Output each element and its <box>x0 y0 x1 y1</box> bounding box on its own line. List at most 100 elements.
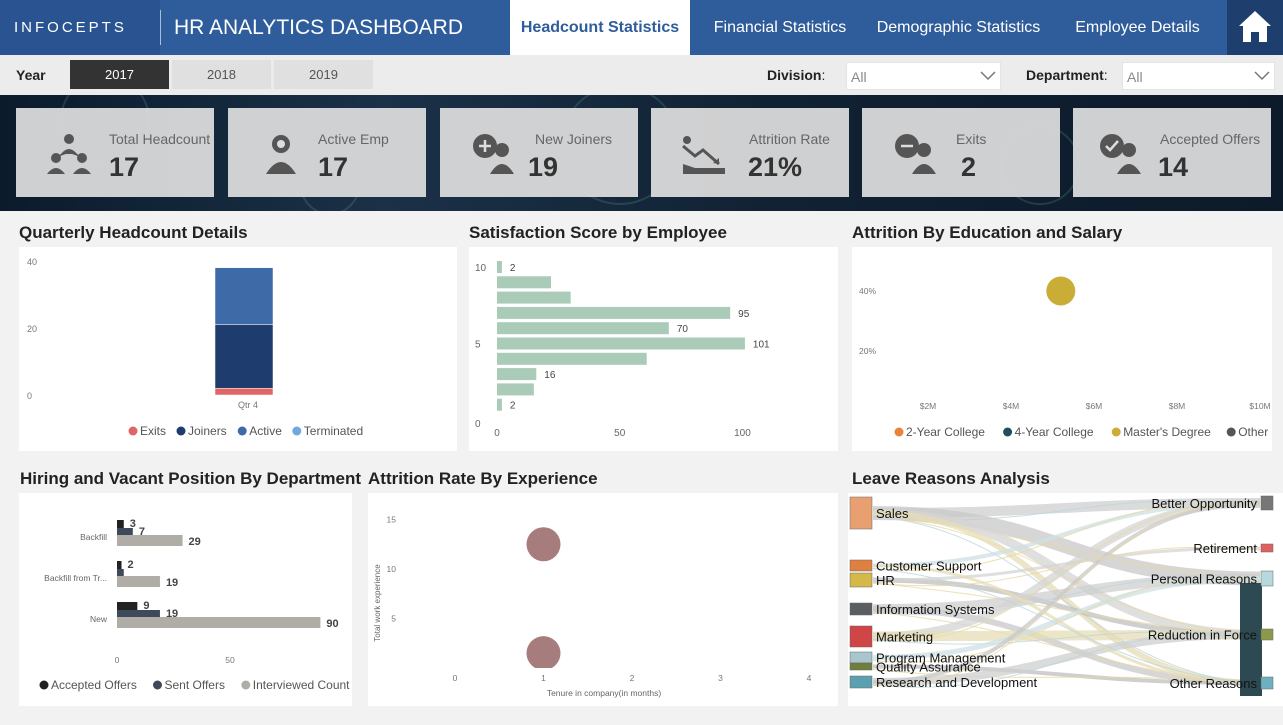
sankey-source-node <box>849 651 873 664</box>
x-tick-label: 50 <box>225 655 235 665</box>
tab-financial-statistics[interactable]: Financial Statistics <box>713 19 847 36</box>
bar-data-label: 9 <box>143 600 149 612</box>
sankey-source-label: Quality Assurance <box>876 660 981 675</box>
x-tick-label: $2M <box>920 401 937 411</box>
kpi-value: 14 <box>1158 152 1189 182</box>
kpi-card-accepted-offers: Accepted Offers 14 <box>1073 108 1271 197</box>
bar-data-label: 19 <box>166 577 178 589</box>
bar-data-label: 16 <box>544 370 556 381</box>
sankey-source-node <box>849 675 873 689</box>
legend-marker <box>39 680 49 690</box>
satisfaction-bar <box>497 368 537 381</box>
x-tick-label: 2 <box>630 673 635 683</box>
sankey-flow <box>872 664 1261 685</box>
year-button-2019[interactable]: 2019 <box>274 60 373 89</box>
filter-bar: Year 2017 2018 2019 Division: All Depart… <box>0 55 1283 95</box>
sankey-flow <box>872 501 1261 684</box>
attrition-education-svg: 40% 20% $2M $4M $6M $8M $10M 2-Year College 4-Ye… <box>859 276 1271 439</box>
division-value: All <box>851 69 867 85</box>
y-tick-label: 15 <box>387 515 397 525</box>
legend-marker <box>1003 427 1013 437</box>
sankey-flow <box>872 564 1261 685</box>
sankey-flow <box>872 499 1261 641</box>
x-tick-label: 0 <box>453 673 458 683</box>
x-tick-label: 1 <box>541 673 546 683</box>
legend-label: Accepted Offers <box>51 678 137 692</box>
division-dropdown[interactable]: All <box>846 62 1001 90</box>
sankey-source-label: Research and Development <box>876 675 1038 690</box>
sankey-aggregate-node <box>1240 583 1262 696</box>
sankey-thin-flow <box>872 568 1261 686</box>
x-tick-label: 3 <box>718 673 723 683</box>
kpi-card-active-emp: Active Emp 17 <box>228 108 426 197</box>
bar-data-label: 95 <box>738 309 750 320</box>
scatter-point <box>1046 276 1076 306</box>
legend-marker <box>237 426 247 436</box>
division-label: Division: <box>767 67 826 83</box>
legend-label: Other <box>1238 425 1268 439</box>
hiring-bar <box>117 602 138 610</box>
panel-title-attrition-experience: Attrition Rate By Experience <box>368 469 598 488</box>
sankey-target-node <box>1260 628 1274 641</box>
sankey-target-node <box>1260 570 1274 587</box>
kpi-label: Attrition Rate <box>749 131 830 147</box>
year-button-2017[interactable]: 2017 <box>70 60 169 89</box>
chevron-down-icon <box>980 71 996 81</box>
legend-label: Terminated <box>304 424 363 438</box>
legend-label: Interviewed Count <box>253 678 350 692</box>
attrition-experience-svg: 5 10 15 0 1 2 3 4 Total work experience Tenure in… <box>373 515 812 699</box>
quarterly-headcount-chart: 0 20 40 Qtr 4 Exits Joiners Active Terminated <box>19 247 457 451</box>
tab-employee-details[interactable]: Employee Details <box>1075 19 1200 36</box>
quarterly-headcount-svg: 0 20 40 Qtr 4 Exits Joiners Active Terminated <box>27 257 363 438</box>
year-button-2018[interactable]: 2018 <box>172 60 271 89</box>
x-tick-label: 100 <box>734 428 751 439</box>
kpi-value: 2 <box>961 152 977 182</box>
sankey-source-label: HR <box>876 573 895 588</box>
sankey-source-label: Information Systems <box>876 602 995 617</box>
legend-marker <box>894 427 904 437</box>
kpi-banner: Total Headcount 17 Active Emp 17 New Joi… <box>0 95 1283 211</box>
legend-label: Joiners <box>188 424 227 438</box>
home-button[interactable] <box>1227 0 1283 55</box>
sankey-thin-flow <box>872 503 1261 687</box>
trend-down-icon <box>682 136 725 174</box>
hiring-bar <box>117 528 133 536</box>
y-tick-label: 5 <box>475 340 481 351</box>
satisfaction-score-chart: 2 95 70 101 16 2 0 5 10 0 50 100 <box>469 247 838 451</box>
hiring-bar <box>117 569 124 577</box>
sankey-source-label: Sales <box>876 506 909 521</box>
bar-data-label: 7 <box>139 526 145 538</box>
home-icon <box>1239 11 1271 42</box>
sankey-source-node <box>849 602 873 616</box>
tab-demographic-statistics[interactable]: Demographic Statistics <box>876 19 1041 36</box>
y-tick-label: 20 <box>27 324 37 334</box>
department-dropdown[interactable]: All <box>1122 62 1275 90</box>
sankey-thin-flow <box>872 633 1261 688</box>
kpi-card-total-headcount: Total Headcount 17 <box>16 108 214 197</box>
sankey-source-node <box>849 496 873 530</box>
sankey-flow <box>872 546 1261 582</box>
sankey-target-node <box>1260 495 1274 511</box>
kpi-value: 17 <box>109 152 140 182</box>
legend-label: Sent Offers <box>165 678 225 692</box>
category-label: Backfill <box>80 532 107 542</box>
category-label: Backfill from Tr... <box>44 573 107 583</box>
attrition-education-chart: 40% 20% $2M $4M $6M $8M $10M 2-Year College 4-Ye… <box>852 247 1272 451</box>
bar-data-label: 29 <box>189 536 201 548</box>
stacked-bar-segment <box>214 388 274 396</box>
kpi-label: Accepted Offers <box>1160 131 1261 147</box>
sankey-source-label: Marketing <box>876 630 933 645</box>
satisfaction-bar <box>497 291 571 304</box>
kpi-value: 19 <box>528 152 559 182</box>
legend-marker <box>292 426 302 436</box>
people-group-icon <box>47 134 91 174</box>
tab-headcount-statistics[interactable]: Headcount Statistics <box>510 0 690 55</box>
legend-marker <box>1111 427 1121 437</box>
hiring-bar <box>117 610 160 618</box>
department-value: All <box>1127 69 1143 85</box>
sankey-thin-flow <box>872 578 1261 663</box>
legend-label: 2-Year College <box>906 425 985 439</box>
x-tick-label: 4 <box>807 673 812 683</box>
sankey-target-node <box>1260 543 1274 553</box>
